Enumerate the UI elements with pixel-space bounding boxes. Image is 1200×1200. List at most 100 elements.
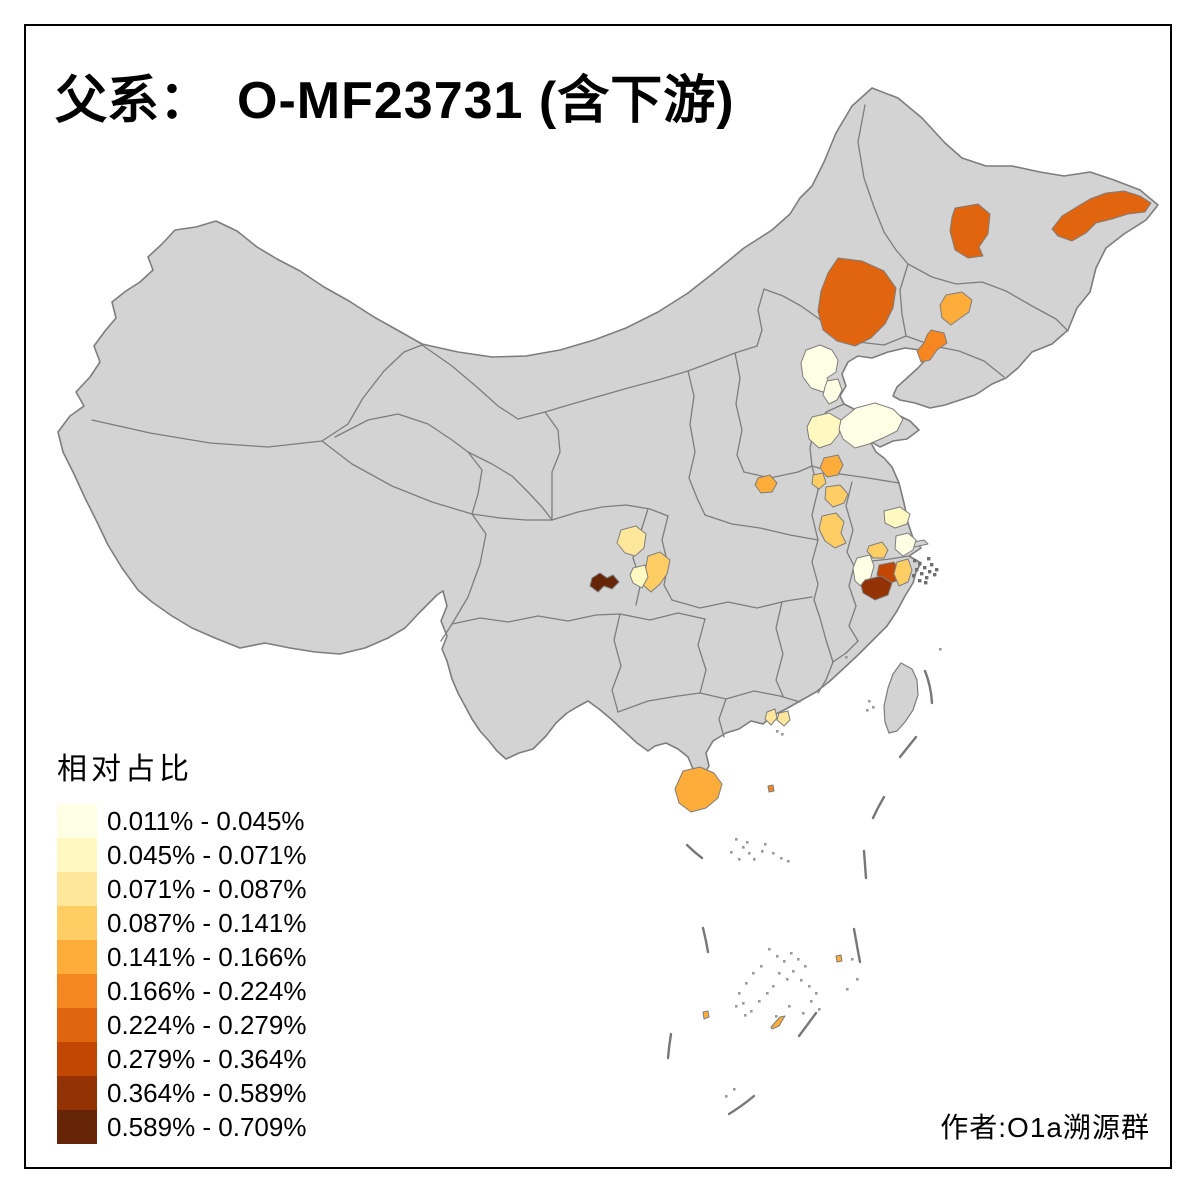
province-border [619,612,706,621]
page-title: 父系： O-MF23731 (含下游) [55,58,735,133]
map-region [776,710,791,727]
map-region [1051,190,1152,242]
islet-dot [815,992,818,995]
nine-dash-line-segment [852,927,862,964]
map-region [818,512,847,549]
islet-dot [764,843,767,846]
map-region [866,541,889,559]
nine-dash-line-segment [871,795,886,820]
map-region [629,564,649,589]
islet-dot [872,706,875,709]
archipelago-dot [927,557,931,561]
map-region [860,575,893,601]
map-region [811,472,827,490]
legend-swatch [57,940,97,974]
nine-dash-line-segment [685,843,704,860]
legend-swatch [57,1076,97,1110]
legend-label: 0.011% - 0.045% [107,806,305,836]
legend-rows: 0.011% - 0.045% 0.045% - 0.071% 0.071% - 0… [57,804,306,1144]
islet-dot [775,1015,778,1018]
map-region [916,329,948,363]
islet-dot [804,965,807,968]
archipelago-dot [920,572,924,576]
islet-dot [742,1002,745,1005]
islet-dot [742,846,745,849]
legend-row: 0.141% - 0.166% [57,940,306,974]
map-region [770,1015,786,1030]
islet-dot [730,851,733,854]
map-region [893,558,913,587]
province-border [704,514,819,541]
map-region [764,708,778,726]
islet-dot [851,958,854,961]
province-border [811,539,819,601]
province-border [718,698,727,738]
province-border [611,613,622,713]
islet-dot [846,988,849,991]
legend-label: 0.224% - 0.279% [107,1010,307,1040]
nine-dash-line-segment [898,735,918,759]
islet-dot [939,648,942,651]
province-border [517,345,758,420]
islet-dot [866,709,869,712]
nine-dash-line-segment [701,926,710,954]
legend-row: 0.279% - 0.364% [57,1042,306,1076]
legend-row: 0.011% - 0.045% [57,804,306,838]
province-border [440,513,487,642]
province-border [467,451,553,521]
islet-dot [725,1095,728,1098]
map-region [767,784,775,793]
legend-swatch [57,906,97,940]
islet-dot [802,1012,805,1015]
province-border [899,263,909,337]
nine-dash-line-segment [727,1094,756,1116]
legend-swatch [57,974,97,1008]
legend-label: 0.279% - 0.364% [107,1044,307,1074]
map-region [702,1010,710,1020]
nine-dash-line-segment [923,669,934,705]
islet-dot [783,960,786,963]
legend-swatch [57,872,97,906]
islet-dot [856,978,859,981]
legend: 相对占比 0.011% - 0.045% 0.045% - 0.071% 0.071… [57,744,306,1144]
map-region [824,484,849,508]
province-border [845,481,855,567]
map-region [616,525,647,557]
islet-dot [780,857,783,860]
map-region [806,412,842,449]
archipelago-dot [912,574,916,578]
islet-dot [738,858,741,861]
map-region [674,766,723,813]
archipelago-dot [923,566,927,570]
legend-label: 0.087% - 0.141% [107,908,307,938]
legend-swatch [57,1008,97,1042]
legend-swatch [57,804,97,838]
legend-row: 0.071% - 0.087% [57,872,306,906]
province-border [832,640,859,663]
nine-dash-line-segment [797,1011,818,1038]
map-region [838,402,904,449]
archipelago-dot [924,581,928,585]
mainland-outline [57,87,1159,780]
nine-dash-line-segment [666,1032,673,1060]
legend-label: 0.141% - 0.166% [107,942,307,972]
province-border [334,413,469,453]
islet-dot [800,979,803,982]
province-border [734,352,745,473]
islet-dot [746,841,749,844]
islet-dot [787,860,790,863]
province-border [697,618,707,694]
islet-dot [760,965,763,968]
title-prefix: 父系： [55,73,212,130]
province-border [321,344,423,442]
attribution: 作者:O1a溯源群 [940,1112,1150,1143]
map-region [949,203,991,259]
islet-dot [768,948,771,951]
legend-label: 0.045% - 0.071% [107,840,307,870]
islet-dot [810,1000,813,1003]
legend-title: 相对占比 [57,753,193,786]
map-region [894,532,917,557]
islet-dot [761,850,764,853]
